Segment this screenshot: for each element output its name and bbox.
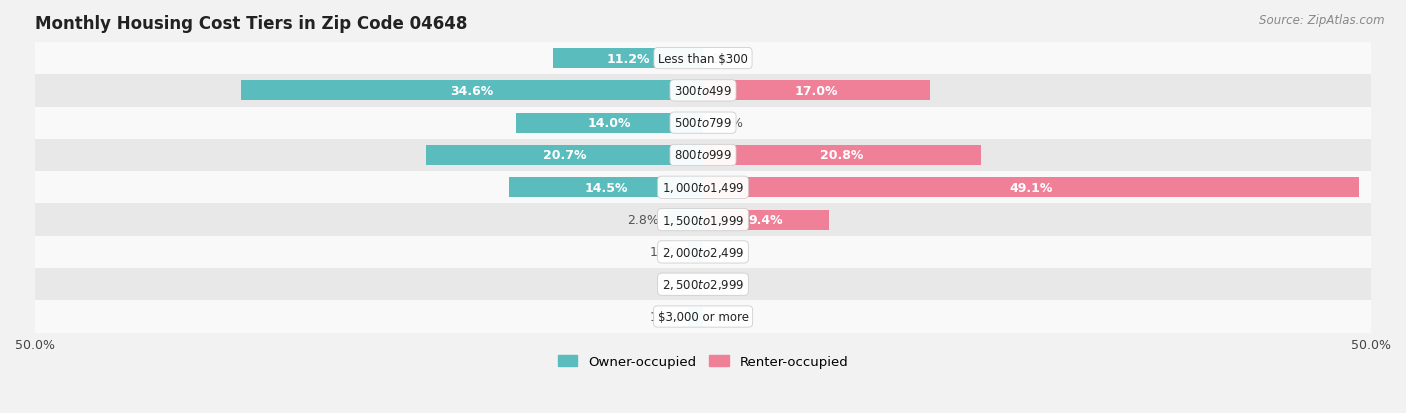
Bar <box>689 242 703 262</box>
Bar <box>35 236 1371 268</box>
Text: 0.0%: 0.0% <box>711 310 742 323</box>
Bar <box>35 75 1371 107</box>
Bar <box>509 178 703 198</box>
Bar <box>689 307 703 327</box>
Bar <box>35 172 1371 204</box>
Text: $800 to $999: $800 to $999 <box>673 149 733 162</box>
Bar <box>35 204 1371 236</box>
Text: 0.0%: 0.0% <box>711 117 742 130</box>
Text: 14.5%: 14.5% <box>585 181 628 194</box>
Bar <box>516 114 703 133</box>
Bar <box>240 81 703 101</box>
Text: $3,000 or more: $3,000 or more <box>658 310 748 323</box>
Bar <box>703 81 931 101</box>
Text: 9.4%: 9.4% <box>748 214 783 227</box>
Text: 0.0%: 0.0% <box>664 278 695 291</box>
Text: 20.7%: 20.7% <box>543 149 586 162</box>
Text: Monthly Housing Cost Tiers in Zip Code 04648: Monthly Housing Cost Tiers in Zip Code 0… <box>35 15 467 33</box>
Text: 2.8%: 2.8% <box>627 214 659 227</box>
Text: Less than $300: Less than $300 <box>658 52 748 65</box>
Legend: Owner-occupied, Renter-occupied: Owner-occupied, Renter-occupied <box>553 349 853 373</box>
Text: 1.1%: 1.1% <box>650 246 682 259</box>
Bar <box>35 43 1371 75</box>
Text: 0.0%: 0.0% <box>711 246 742 259</box>
Text: 14.0%: 14.0% <box>588 117 631 130</box>
Bar <box>35 301 1371 333</box>
Bar <box>35 268 1371 301</box>
Bar <box>665 210 703 230</box>
Text: 11.2%: 11.2% <box>606 52 650 65</box>
Text: 17.0%: 17.0% <box>794 85 838 97</box>
Bar <box>703 146 981 166</box>
Text: $2,500 to $2,999: $2,500 to $2,999 <box>662 278 744 292</box>
Text: $1,000 to $1,499: $1,000 to $1,499 <box>662 181 744 195</box>
Bar <box>426 146 703 166</box>
Text: 20.8%: 20.8% <box>820 149 863 162</box>
Bar <box>35 107 1371 140</box>
Bar <box>703 210 828 230</box>
Text: 49.1%: 49.1% <box>1010 181 1053 194</box>
Text: $300 to $499: $300 to $499 <box>673 85 733 97</box>
Text: $2,000 to $2,499: $2,000 to $2,499 <box>662 245 744 259</box>
Text: Source: ZipAtlas.com: Source: ZipAtlas.com <box>1260 14 1385 27</box>
Bar <box>554 49 703 69</box>
Text: 0.0%: 0.0% <box>711 52 742 65</box>
Bar <box>35 140 1371 172</box>
Text: $500 to $799: $500 to $799 <box>673 117 733 130</box>
Text: 1.1%: 1.1% <box>650 310 682 323</box>
Text: 34.6%: 34.6% <box>450 85 494 97</box>
Text: $1,500 to $1,999: $1,500 to $1,999 <box>662 213 744 227</box>
Text: 0.0%: 0.0% <box>711 278 742 291</box>
Bar <box>703 178 1360 198</box>
